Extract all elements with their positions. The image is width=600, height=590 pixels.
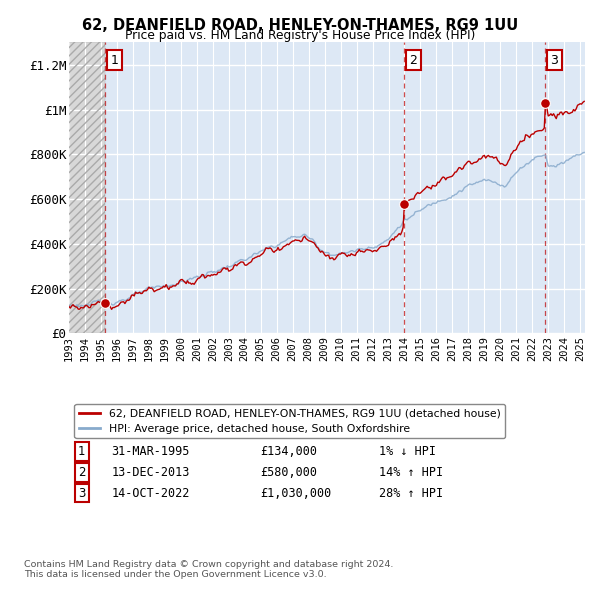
Bar bbox=[69, 42, 105, 333]
Text: 2: 2 bbox=[78, 466, 86, 478]
Text: 14-OCT-2022: 14-OCT-2022 bbox=[112, 487, 190, 500]
Bar bbox=[69, 42, 105, 333]
Text: 1% ↓ HPI: 1% ↓ HPI bbox=[379, 445, 436, 458]
Text: 14% ↑ HPI: 14% ↑ HPI bbox=[379, 466, 443, 478]
Text: 3: 3 bbox=[78, 487, 86, 500]
Text: £580,000: £580,000 bbox=[260, 466, 317, 478]
Text: 31-MAR-1995: 31-MAR-1995 bbox=[112, 445, 190, 458]
Text: Price paid vs. HM Land Registry's House Price Index (HPI): Price paid vs. HM Land Registry's House … bbox=[125, 30, 475, 42]
Text: 13-DEC-2013: 13-DEC-2013 bbox=[112, 466, 190, 478]
Text: 1: 1 bbox=[110, 54, 118, 67]
Text: 1: 1 bbox=[78, 445, 86, 458]
Text: £134,000: £134,000 bbox=[260, 445, 317, 458]
Text: 62, DEANFIELD ROAD, HENLEY-ON-THAMES, RG9 1UU: 62, DEANFIELD ROAD, HENLEY-ON-THAMES, RG… bbox=[82, 18, 518, 32]
Legend: 62, DEANFIELD ROAD, HENLEY-ON-THAMES, RG9 1UU (detached house), HPI: Average pri: 62, DEANFIELD ROAD, HENLEY-ON-THAMES, RG… bbox=[74, 404, 505, 438]
Text: 28% ↑ HPI: 28% ↑ HPI bbox=[379, 487, 443, 500]
Text: Contains HM Land Registry data © Crown copyright and database right 2024.
This d: Contains HM Land Registry data © Crown c… bbox=[24, 560, 394, 579]
Text: £1,030,000: £1,030,000 bbox=[260, 487, 331, 500]
Text: 3: 3 bbox=[551, 54, 559, 67]
Text: 2: 2 bbox=[409, 54, 418, 67]
